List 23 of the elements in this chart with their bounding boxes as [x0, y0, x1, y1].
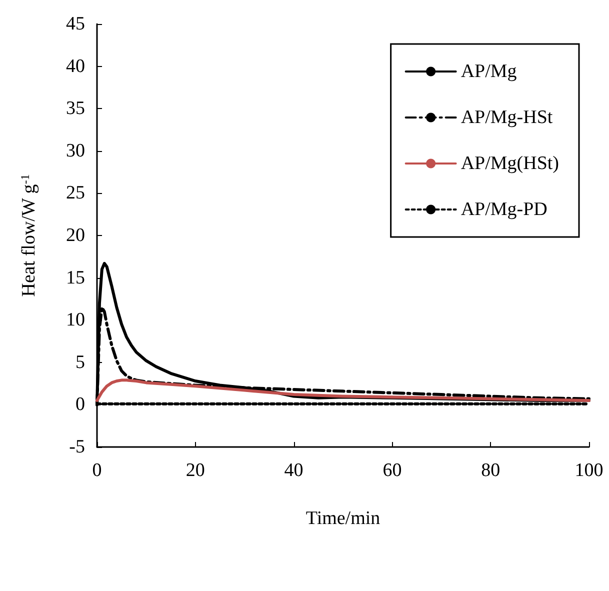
x-tick-label: 100 [574, 460, 604, 481]
y-tick-label: -5 [69, 436, 85, 458]
y-axis-title: Heat flow/W g-1 [18, 174, 40, 297]
y-tick-label: 15 [66, 267, 85, 288]
x-tick-label: 0 [92, 460, 102, 481]
x-tick-label: 20 [186, 460, 205, 481]
y-tick-label: 30 [66, 140, 85, 162]
y-tick-label: 25 [66, 182, 85, 204]
y-tick-label: 35 [66, 98, 85, 120]
y-tick-label: 10 [66, 310, 85, 331]
legend-label: AP/Mg(HSt) [460, 153, 560, 174]
y-tick-label: 40 [66, 56, 85, 77]
x-tick-label: 40 [284, 460, 304, 481]
x-axis-title: Time/min [306, 508, 381, 529]
x-tick-label: 80 [481, 460, 500, 481]
legend-label: AP/Mg-HSt [460, 107, 554, 128]
y-tick-label: 20 [66, 225, 85, 246]
x-tick-label: 60 [382, 460, 402, 481]
y-tick-label: 45 [66, 14, 85, 34]
y-tick-label: 0 [76, 394, 85, 416]
y-tick-label: 5 [76, 352, 85, 373]
legend-label: AP/Mg [460, 61, 518, 82]
legend-label: AP/Mg-PD [460, 199, 548, 220]
